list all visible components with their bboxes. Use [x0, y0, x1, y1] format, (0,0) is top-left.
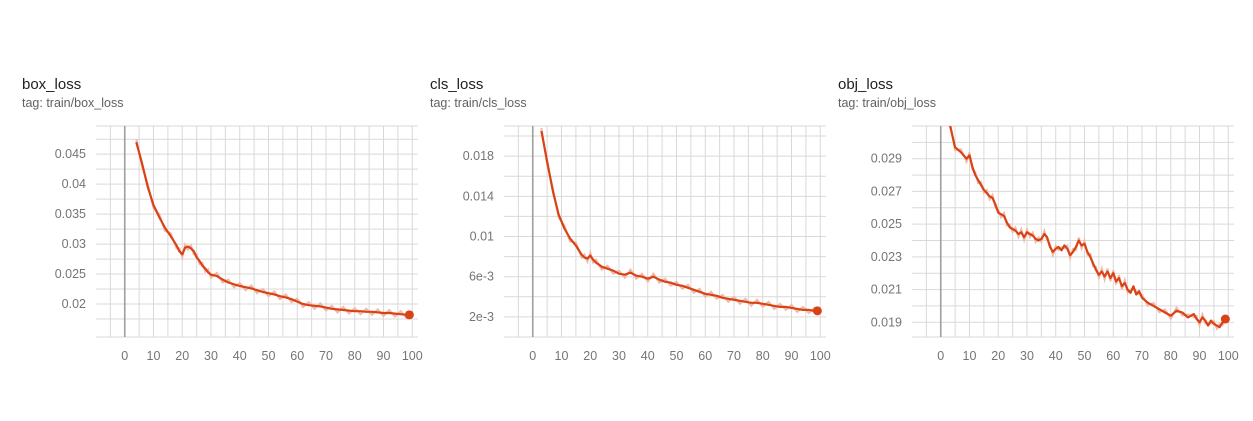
box-loss-chart[interactable]: 0 10 20 30 40 50 60 70 80 90 100 0.02 0.025 0.03 0.035… [22, 72, 423, 372]
y-tick-label: 0.027 [871, 184, 902, 198]
x-tick-label: 90 [377, 349, 391, 363]
y-tick-label: 0.021 [871, 283, 902, 297]
y-tick-label: 0.019 [871, 315, 902, 329]
y-tick-label: 0.014 [463, 189, 494, 203]
x-tick-label: 80 [1164, 349, 1178, 363]
x-tick-label: 30 [612, 349, 626, 363]
x-tick-label: 20 [175, 349, 189, 363]
chart-tag: tag: train/obj_loss [838, 96, 936, 110]
x-tick-label: 60 [1106, 349, 1120, 363]
obj-loss-chart[interactable]: 0 10 20 30 40 50 60 70 80 90 100 0.019 0.021 0.023 0.0… [838, 72, 1239, 372]
x-tick-label: 50 [262, 349, 276, 363]
y-tick-label: 0.023 [871, 250, 902, 264]
x-tick-label: 60 [698, 349, 712, 363]
y-tick-label: 0.03 [62, 237, 86, 251]
x-tick-label: 40 [641, 349, 655, 363]
y-tick-label: 6e-3 [469, 270, 494, 284]
chart-card-box-loss: box_loss tag: train/box_loss 0 10 20 30 40 50… [22, 72, 423, 372]
last-point-marker [404, 310, 414, 320]
y-tick-label: 0.01 [470, 230, 494, 244]
y-tick-label: 0.04 [62, 177, 86, 191]
x-tick-label: 30 [204, 349, 218, 363]
x-tick-label: 100 [810, 349, 831, 363]
x-tick-label: 90 [1193, 349, 1207, 363]
series-line [540, 130, 818, 312]
last-point-marker [1220, 314, 1230, 324]
x-tick-label: 0 [937, 349, 944, 363]
x-tick-label: 70 [319, 349, 333, 363]
y-tick-label: 0.018 [463, 149, 494, 163]
chart-title: cls_loss [430, 76, 484, 93]
x-tick-label: 70 [1135, 349, 1149, 363]
y-tick-label: 0.035 [55, 207, 86, 221]
x-tick-label: 90 [785, 349, 799, 363]
x-tick-label: 100 [402, 349, 423, 363]
chart-card-obj-loss: obj_loss tag: train/obj_loss 0 10 20 30 40 50… [838, 72, 1239, 372]
x-tick-label: 30 [1020, 349, 1034, 363]
last-point-marker [812, 306, 822, 316]
x-tick-label: 10 [147, 349, 161, 363]
x-tick-label: 20 [991, 349, 1005, 363]
x-tick-label: 20 [583, 349, 597, 363]
x-tick-label: 10 [963, 349, 977, 363]
raw-series-line [135, 138, 411, 320]
x-tick-label: 80 [348, 349, 362, 363]
y-tick-label: 0.025 [871, 217, 902, 231]
y-tick-label: 2e-3 [469, 310, 494, 324]
chart-title: obj_loss [838, 76, 894, 93]
y-tick-label: 0.025 [55, 267, 86, 281]
y-tick-label: 0.02 [62, 297, 86, 311]
chart-tag: tag: train/box_loss [22, 96, 124, 110]
chart-tag: tag: train/cls_loss [430, 96, 527, 110]
chart-title: box_loss [22, 76, 82, 93]
x-tick-label: 50 [670, 349, 684, 363]
x-tick-label: 70 [727, 349, 741, 363]
chart-card-cls-loss: cls_loss tag: train/cls_loss 0 10 20 30 40 50… [430, 72, 831, 372]
x-tick-label: 40 [1049, 349, 1063, 363]
y-tick-label: 0.045 [55, 147, 86, 161]
x-tick-label: 0 [529, 349, 536, 363]
series-line [135, 141, 410, 316]
x-tick-label: 60 [290, 349, 304, 363]
x-tick-label: 100 [1218, 349, 1239, 363]
x-tick-label: 10 [555, 349, 569, 363]
x-tick-label: 50 [1078, 349, 1092, 363]
x-tick-label: 40 [233, 349, 247, 363]
cls-loss-chart[interactable]: 0 10 20 30 40 50 60 70 80 90 100 2e-3 6e-3 0.01 0.014 0… [430, 72, 831, 372]
series-line [949, 126, 1227, 329]
y-tick-label: 0.029 [871, 152, 902, 166]
x-tick-label: 80 [756, 349, 770, 363]
x-tick-label: 0 [121, 349, 128, 363]
